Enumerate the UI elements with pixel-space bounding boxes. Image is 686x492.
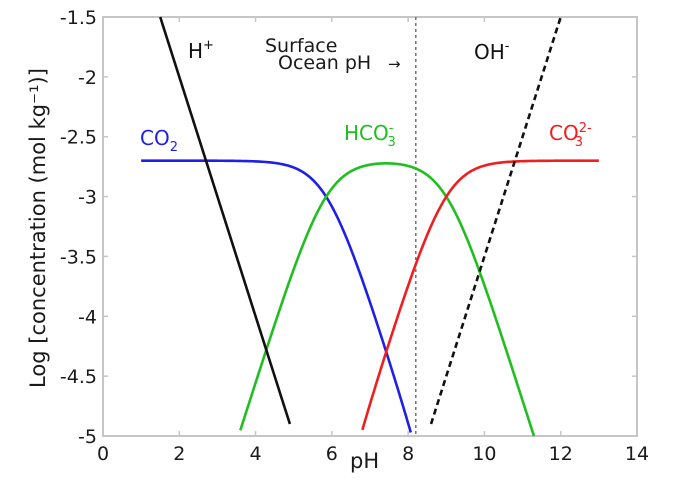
series-curves	[141, 16, 599, 437]
arrow-right-icon: →	[388, 55, 401, 73]
y-tick-labels: -1.5 -2 -2.5 -3 -3.5 -4 -4.5 -5	[60, 7, 97, 448]
label-hco3: HCO-3	[344, 121, 396, 150]
label-oh-main: OH	[474, 40, 505, 64]
y-tick-label: -4.5	[60, 366, 97, 388]
label-co3-sub: 3	[575, 135, 583, 150]
y-tick-label: -3.5	[60, 246, 97, 268]
x-axis-title: pH	[350, 449, 379, 473]
x-tick-labels: 0 2 4 6 8 10 12 14	[97, 443, 649, 465]
series-co3-line	[361, 159, 599, 431]
x-tick-label: 8	[402, 443, 414, 465]
label-oh-sup: -	[505, 39, 510, 54]
x-tick-label: 4	[250, 443, 262, 465]
y-tick-label: -1.5	[60, 7, 97, 29]
label-co3: CO2-3	[549, 121, 592, 150]
axis-ticks	[102, 16, 638, 437]
x-tick-label: 12	[549, 443, 573, 465]
y-tick-label: -2.5	[60, 127, 97, 149]
surface-label: Surface	[265, 35, 337, 57]
ocean-ph-label: Ocean pH	[278, 52, 371, 74]
y-tick-label: -3	[78, 187, 97, 209]
label-co2-main: CO	[140, 126, 170, 150]
x-tick-label: 0	[97, 443, 109, 465]
y-axis-title: Log [concentration (mol kg⁻¹)]	[26, 68, 50, 388]
series-oh-line	[429, 16, 562, 425]
label-h-sup: +	[203, 38, 214, 53]
x-tick-label: 2	[173, 443, 185, 465]
series-co2-line	[141, 159, 413, 433]
y-tick-label: -2	[78, 67, 97, 89]
label-h-plus: H+	[188, 38, 214, 63]
label-co2: CO2	[140, 126, 178, 155]
x-tick-label: 10	[472, 443, 496, 465]
label-co3-main: CO	[549, 121, 579, 145]
label-co2-sub: 2	[170, 140, 178, 155]
label-h-main: H	[188, 39, 203, 63]
label-hco3-main: HCO	[344, 121, 389, 145]
series-h-line	[158, 16, 292, 425]
label-co3-sup: 2-	[579, 121, 592, 136]
x-tick-label: 14	[625, 443, 649, 465]
plot-frame	[102, 16, 638, 437]
series-hco3-line	[239, 162, 536, 437]
y-tick-label: -5	[78, 426, 97, 448]
x-tick-label: 6	[326, 443, 338, 465]
label-oh-minus: OH-	[474, 39, 510, 64]
label-hco3-sup: -	[389, 121, 394, 136]
label-hco3-sub: 3	[387, 135, 395, 150]
y-tick-label: -4	[78, 306, 97, 328]
